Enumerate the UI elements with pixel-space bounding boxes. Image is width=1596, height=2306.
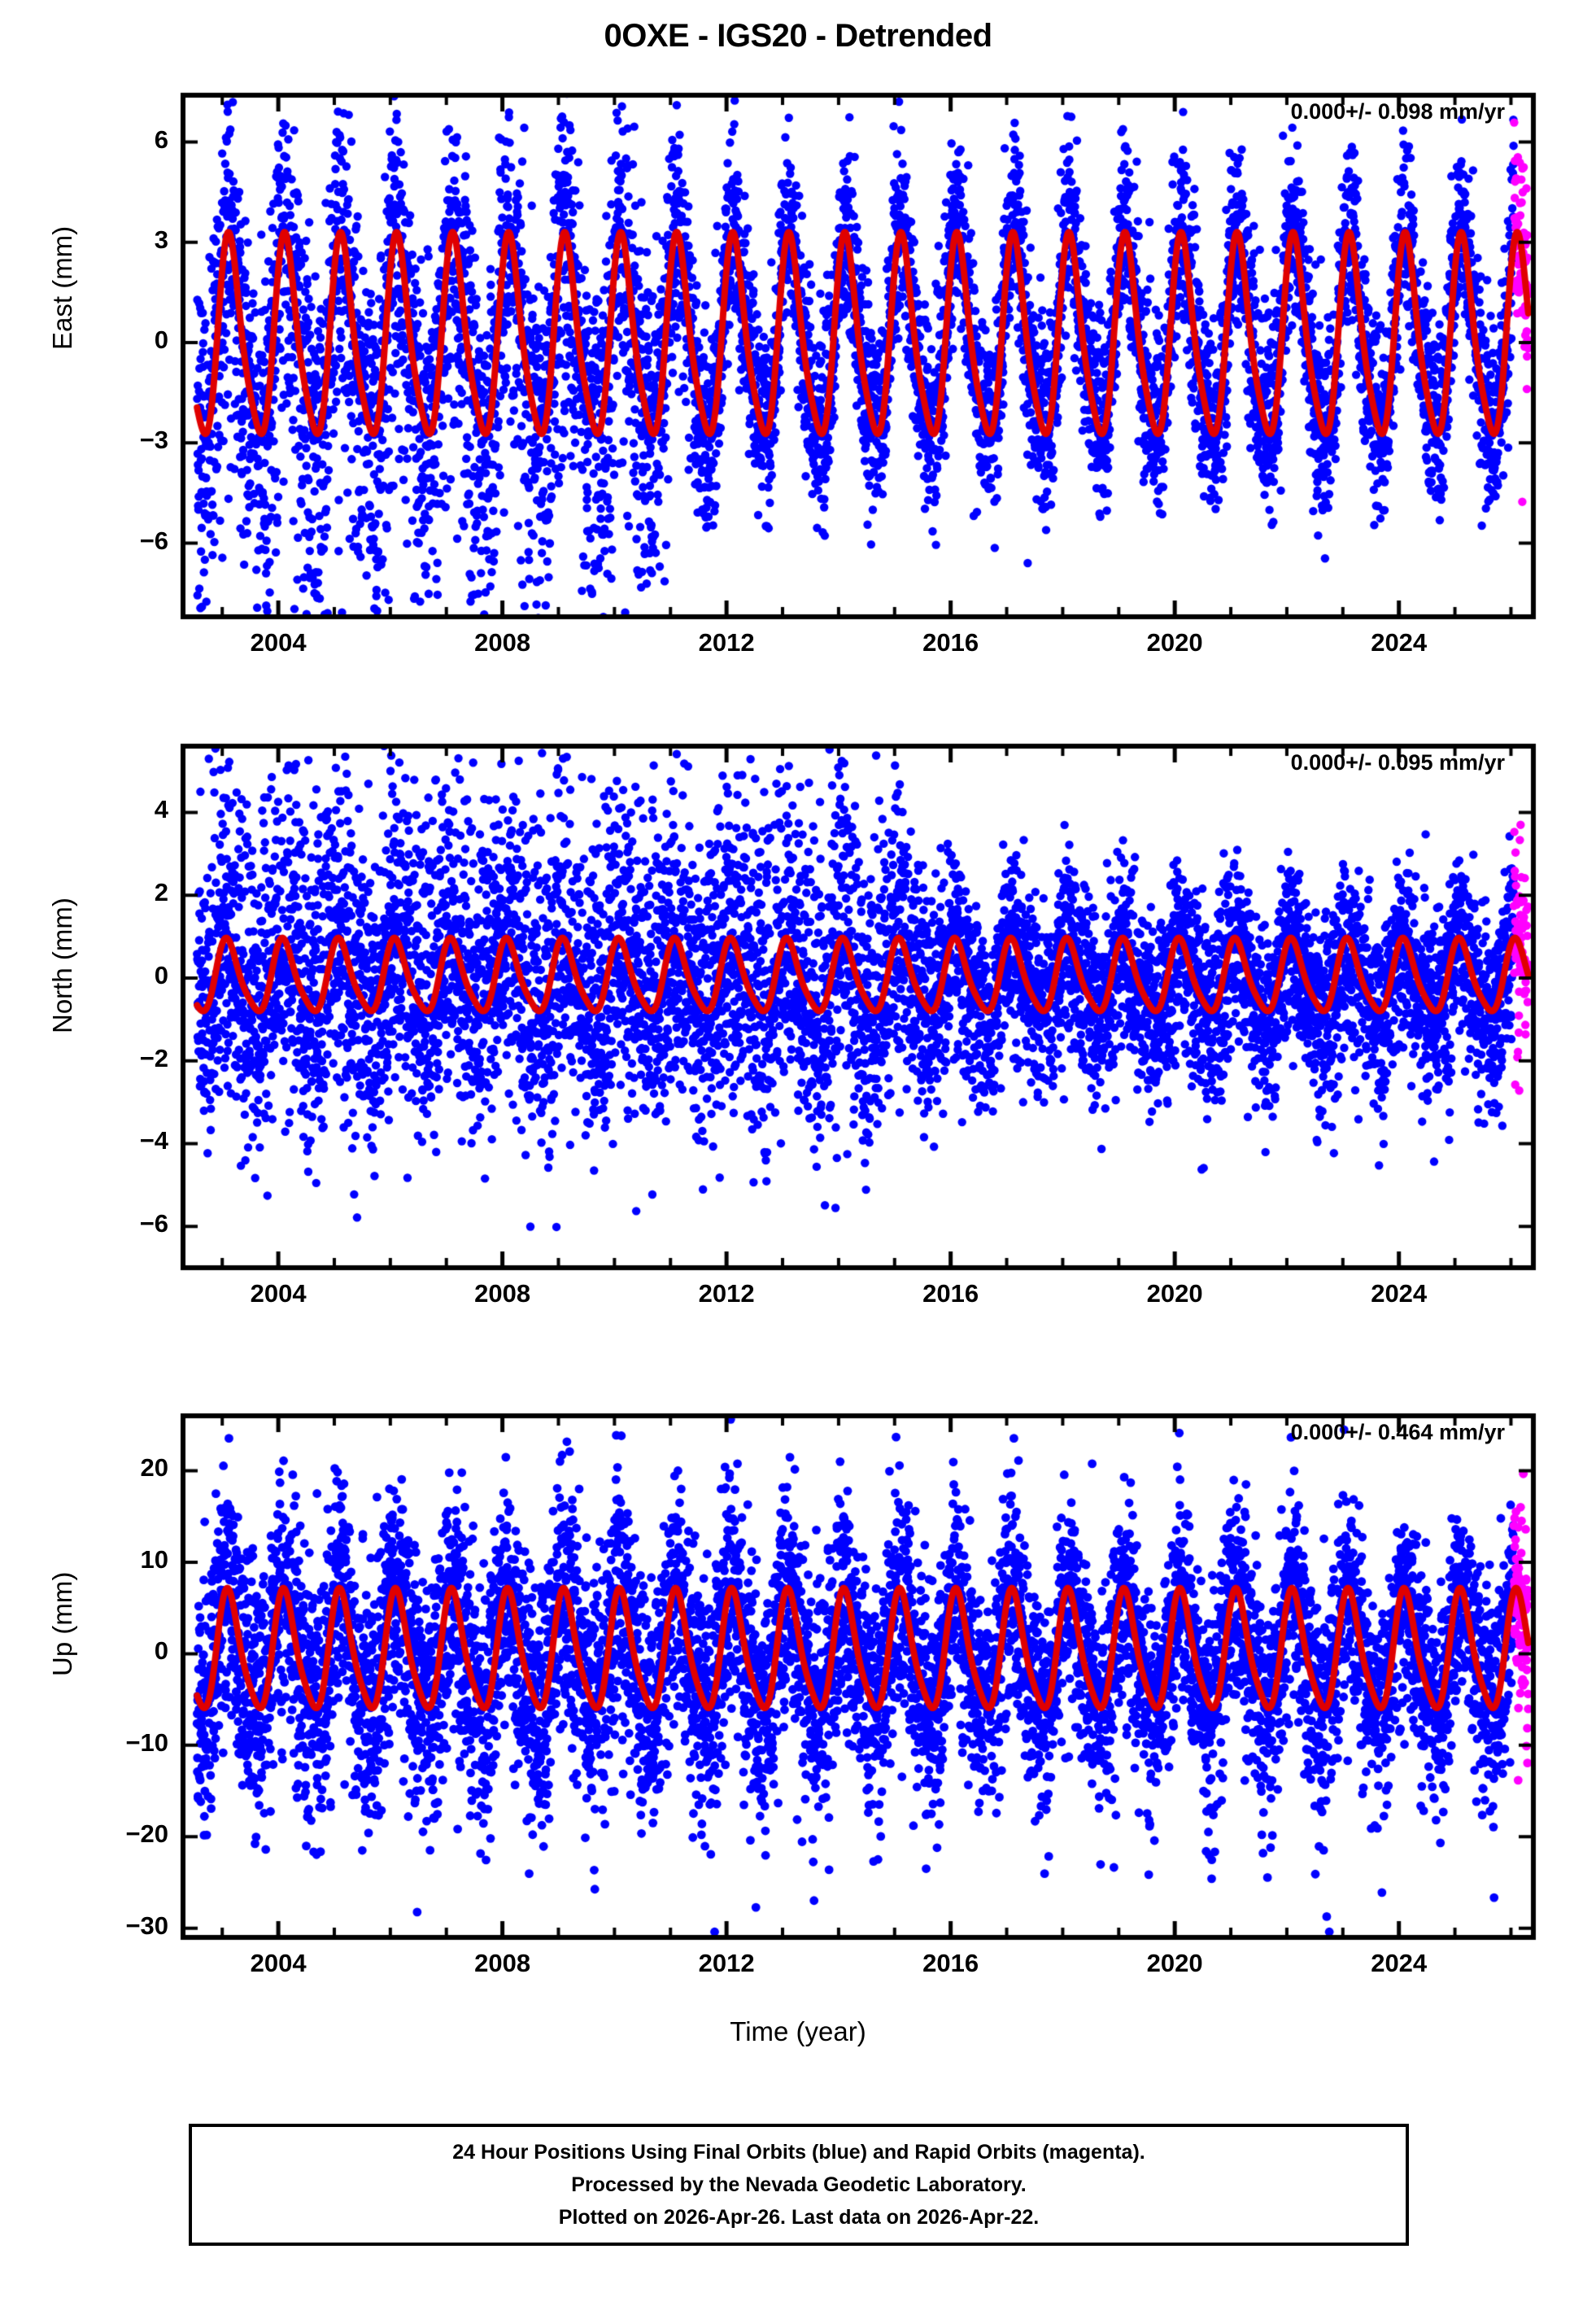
x-tick-label-up: 2008: [474, 1949, 531, 1977]
x-tick-label-up: 2016: [922, 1949, 979, 1977]
y-tick-label-north: 4: [154, 795, 168, 824]
y-tick-label-east: 6: [154, 124, 168, 154]
y-tick-label-up: −10: [125, 1727, 168, 1757]
caption-box: 24 Hour Positions Using Final Orbits (bl…: [189, 2124, 1409, 2246]
x-tick-label-east: 2008: [474, 628, 531, 657]
x-tick-label-north: 2020: [1146, 1279, 1203, 1308]
x-tick-label-east: 2024: [1371, 628, 1428, 657]
y-tick-label-north: −2: [139, 1043, 168, 1072]
x-axis-label: Time (year): [730, 2016, 866, 2046]
caption-line-3: Plotted on 2026-Apr-26. Last data on 202…: [558, 2206, 1040, 2229]
rate-annotation-up: 0.000+/- 0.464 mm/yr: [1290, 1420, 1505, 1444]
x-tick-label-up: 2012: [698, 1949, 755, 1977]
y-tick-label-east: 3: [154, 225, 168, 254]
x-tick-label-north: 2016: [922, 1279, 979, 1308]
rate-annotation-north: 0.000+/- 0.095 mm/yr: [1290, 750, 1505, 775]
x-tick-label-east: 2004: [250, 628, 307, 657]
x-tick-label-east: 2020: [1146, 628, 1203, 657]
x-tick-label-up: 2024: [1371, 1949, 1428, 1977]
y-tick-label-east: 0: [154, 325, 168, 355]
x-tick-label-up: 2004: [250, 1949, 307, 1977]
y-tick-label-up: 20: [140, 1453, 168, 1483]
x-tick-label-east: 2016: [922, 628, 979, 657]
y-tick-label-north: −4: [139, 1126, 168, 1155]
x-tick-label-up: 2020: [1146, 1949, 1203, 1977]
x-tick-label-north: 2024: [1371, 1279, 1428, 1308]
rate-annotation-east: 0.000+/- 0.098 mm/yr: [1290, 99, 1505, 124]
y-tick-label-up: 0: [154, 1636, 168, 1666]
x-tick-label-north: 2004: [250, 1279, 307, 1308]
y-tick-label-north: 0: [154, 960, 168, 989]
y-tick-label-north: −6: [139, 1209, 168, 1238]
x-tick-label-north: 2008: [474, 1279, 531, 1308]
y-tick-label-up: 10: [140, 1544, 168, 1574]
y-tick-label-east: −6: [139, 526, 168, 555]
y-tick-label-east: −3: [139, 426, 168, 455]
x-tick-label-north: 2012: [698, 1279, 755, 1308]
caption-line-2: Processed by the Nevada Geodetic Laborat…: [571, 2173, 1027, 2196]
y-tick-label-up: −30: [125, 1911, 168, 1940]
page-title: 0OXE - IGS20 - Detrended: [604, 18, 992, 54]
x-tick-label-east: 2012: [698, 628, 755, 657]
caption-line-1: 24 Hour Positions Using Final Orbits (bl…: [452, 2141, 1145, 2164]
y-tick-label-north: 2: [154, 878, 168, 907]
y-tick-label-up: −20: [125, 1819, 168, 1849]
